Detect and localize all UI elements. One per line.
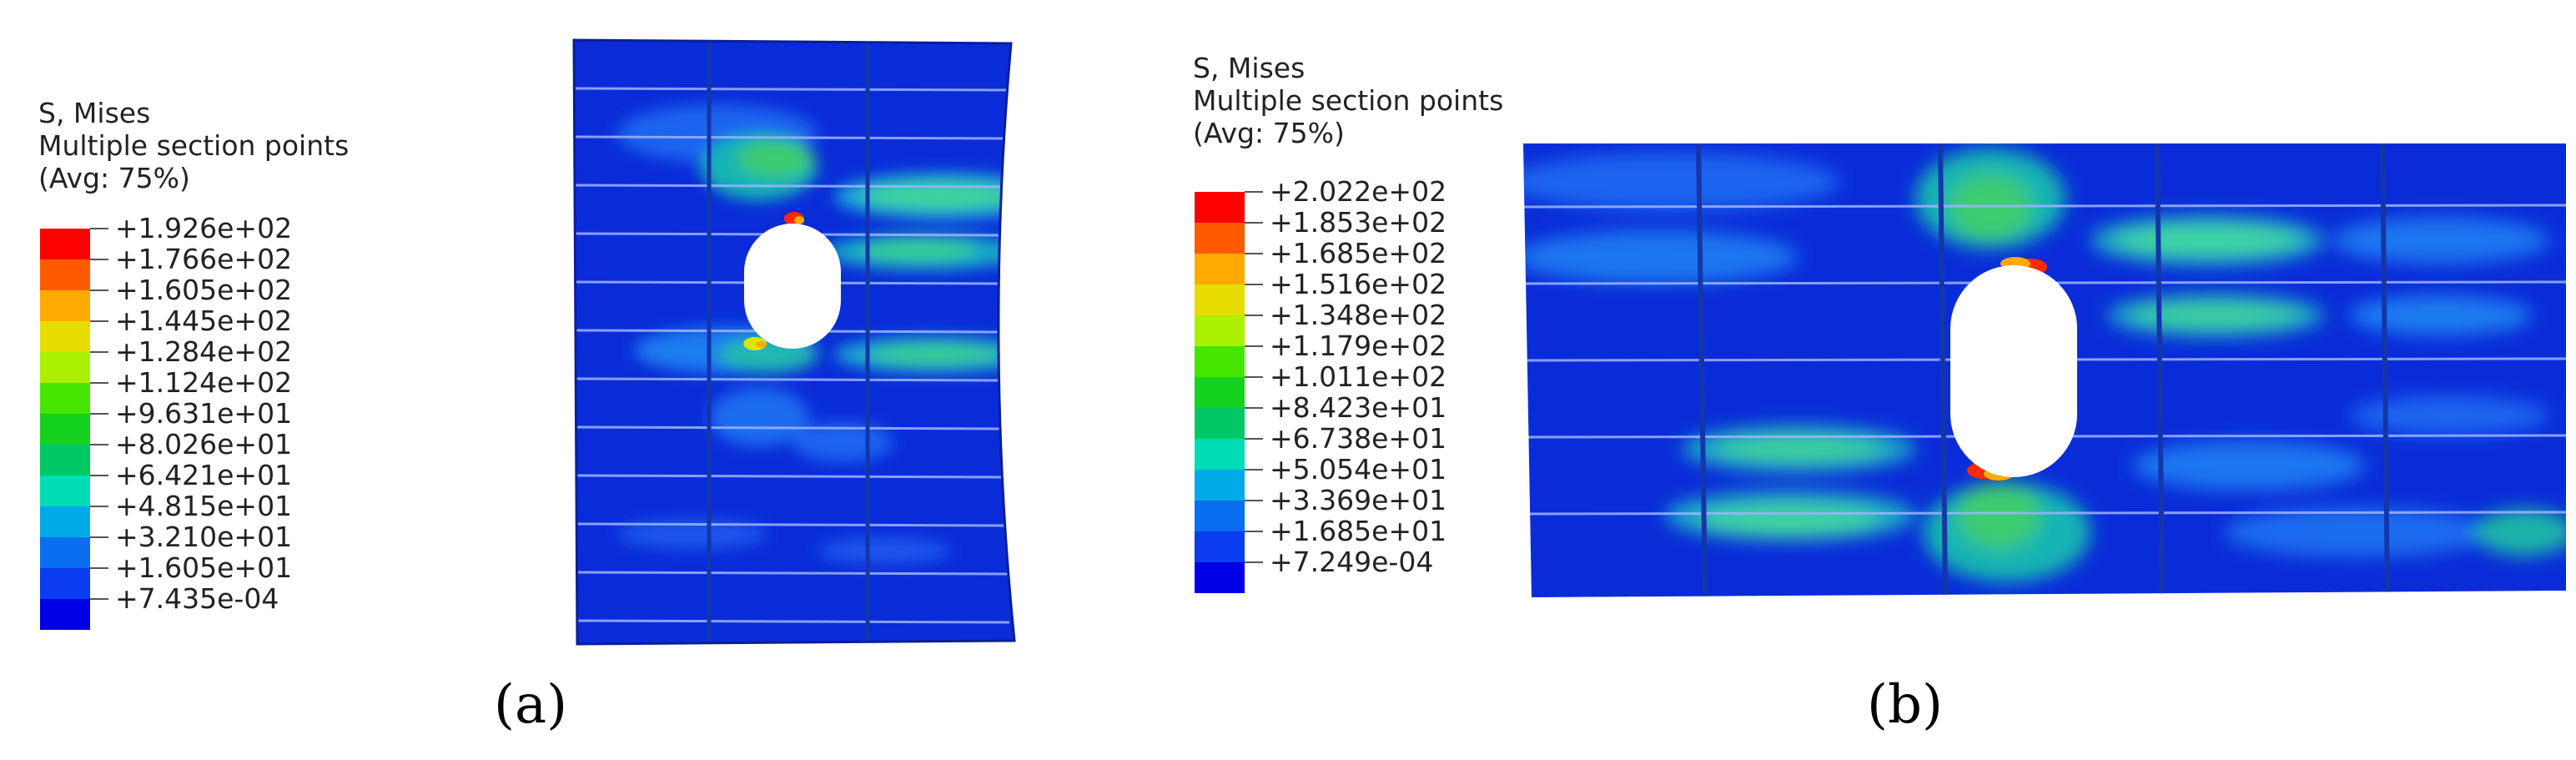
colorbar-tick xyxy=(1245,561,1263,563)
legend-subtitle: Multiple section points xyxy=(1193,84,1504,117)
colorbar-band xyxy=(40,414,90,445)
panel-b: S, Mises Multiple section points (Avg: 7… xyxy=(1076,0,2576,760)
colorbar-band xyxy=(1195,470,1245,501)
colorbar-band xyxy=(40,506,90,537)
colorbar-band xyxy=(1195,284,1245,315)
colorbar-value-label: +1.011e+02 xyxy=(1270,360,1447,393)
colorbar-value-label: +6.738e+01 xyxy=(1270,422,1447,455)
colorbar-value-label: +7.249e-04 xyxy=(1270,546,1434,578)
legend-title: S, Mises xyxy=(1193,52,1306,84)
legend-title: S, Mises xyxy=(38,97,151,129)
colorbar-value-label: +8.423e+01 xyxy=(1270,391,1447,424)
colorbar-value-label: +1.853e+02 xyxy=(1270,206,1447,239)
colorbar-value-label: +1.685e+01 xyxy=(1270,515,1447,547)
colorbar-band xyxy=(40,599,90,630)
colorbar-band xyxy=(40,321,90,352)
colorbar-tick xyxy=(1245,407,1263,409)
colorbar-tick xyxy=(1245,253,1263,254)
colorbar-tick xyxy=(90,382,108,384)
colorbar-band xyxy=(40,537,90,568)
colorbar-tick xyxy=(1245,222,1263,224)
colorbar-band xyxy=(1195,439,1245,470)
colorbar-value-label: +4.815e+01 xyxy=(115,490,293,522)
colorbar-band xyxy=(1195,408,1245,439)
colorbar-tick xyxy=(90,567,108,569)
colorbar-band xyxy=(40,476,90,506)
colorbar-tick xyxy=(90,351,108,353)
colorbar-tick xyxy=(90,289,108,291)
colorbar-tick xyxy=(90,598,108,600)
colorbar-tick xyxy=(1245,469,1263,471)
colorbar-value-label: +1.124e+02 xyxy=(115,366,293,399)
colorbar-tick xyxy=(1245,315,1263,316)
colorbar-band xyxy=(40,383,90,414)
colorbar-value-label: +1.284e+02 xyxy=(115,335,293,368)
colorbar-band xyxy=(1195,377,1245,408)
colorbar-value-label: +1.926e+02 xyxy=(115,212,293,244)
contour-plot-a xyxy=(572,38,1016,646)
colorbar-value-label: +6.421e+01 xyxy=(115,459,293,491)
colorbar-band xyxy=(1195,501,1245,531)
colorbar-value-label: +8.026e+01 xyxy=(115,428,293,461)
colorbar-tick xyxy=(1245,531,1263,532)
colorbar-band xyxy=(1195,192,1245,223)
colorbar-value-label: +1.516e+02 xyxy=(1270,268,1447,300)
colorbar-tick xyxy=(1245,376,1263,378)
colorbar-value-label: +2.022e+02 xyxy=(1270,175,1447,208)
colorbar-band xyxy=(1195,562,1245,593)
legend-subtitle: Multiple section points xyxy=(38,129,350,162)
colorbar-value-label: +1.179e+02 xyxy=(1270,330,1447,362)
colorbar-band xyxy=(40,259,90,290)
colorbar-tick xyxy=(90,320,108,322)
legend-averaging: (Avg: 75%) xyxy=(1193,117,1345,149)
stress-legend-a: S, Mises Multiple section points (Avg: 7… xyxy=(38,97,350,630)
colorbar-tick xyxy=(90,475,108,476)
colorbar-tick xyxy=(90,536,108,538)
caption-a: (a) xyxy=(494,674,568,736)
colorbar-band xyxy=(40,445,90,476)
colorbar-tick xyxy=(90,444,108,445)
colorbar-tick xyxy=(90,259,108,260)
colorbar-value-label: +1.605e+02 xyxy=(115,274,293,306)
colorbar-band xyxy=(1195,346,1245,377)
colorbar-value-label: +7.435e-04 xyxy=(115,582,279,615)
colorbar-tick xyxy=(90,413,108,415)
colorbar-band xyxy=(40,352,90,383)
colorbar-tick xyxy=(1245,345,1263,347)
colorbar-band xyxy=(40,290,90,321)
contour-plot-b xyxy=(1523,143,2566,597)
colorbar-band xyxy=(1195,223,1245,254)
colorbar-band xyxy=(1195,315,1245,346)
colorbar-tick xyxy=(1245,438,1263,440)
colorbar-value-label: +3.210e+01 xyxy=(115,521,293,553)
colorbar-band xyxy=(1195,254,1245,284)
colorbar-value-label: +5.054e+01 xyxy=(1270,453,1447,486)
colorbar-value-label: +9.631e+01 xyxy=(115,397,293,430)
colorbar-value-label: +1.348e+02 xyxy=(1270,299,1447,331)
colorbar-value-label: +3.369e+01 xyxy=(1270,484,1447,516)
colorbar-tick xyxy=(90,506,108,507)
colorbar-value-label: +1.445e+02 xyxy=(115,305,293,337)
stress-legend-b: S, Mises Multiple section points (Avg: 7… xyxy=(1193,52,1504,593)
colorbar-tick xyxy=(90,228,108,229)
panel-a: S, Mises Multiple section points (Avg: 7… xyxy=(0,0,1076,760)
colorbar-tick xyxy=(1245,284,1263,285)
colorbar-tick xyxy=(1245,500,1263,501)
colorbar-band xyxy=(40,568,90,599)
colorbar-band xyxy=(1195,531,1245,562)
colorbar-value-label: +1.685e+02 xyxy=(1270,237,1447,269)
legend-averaging: (Avg: 75%) xyxy=(38,162,190,194)
colorbar-tick xyxy=(1245,191,1263,193)
colorbar-band xyxy=(40,229,90,259)
colorbar-value-label: +1.766e+02 xyxy=(115,243,293,275)
caption-b: (b) xyxy=(1867,674,1943,736)
colorbar-value-label: +1.605e+01 xyxy=(115,551,293,584)
